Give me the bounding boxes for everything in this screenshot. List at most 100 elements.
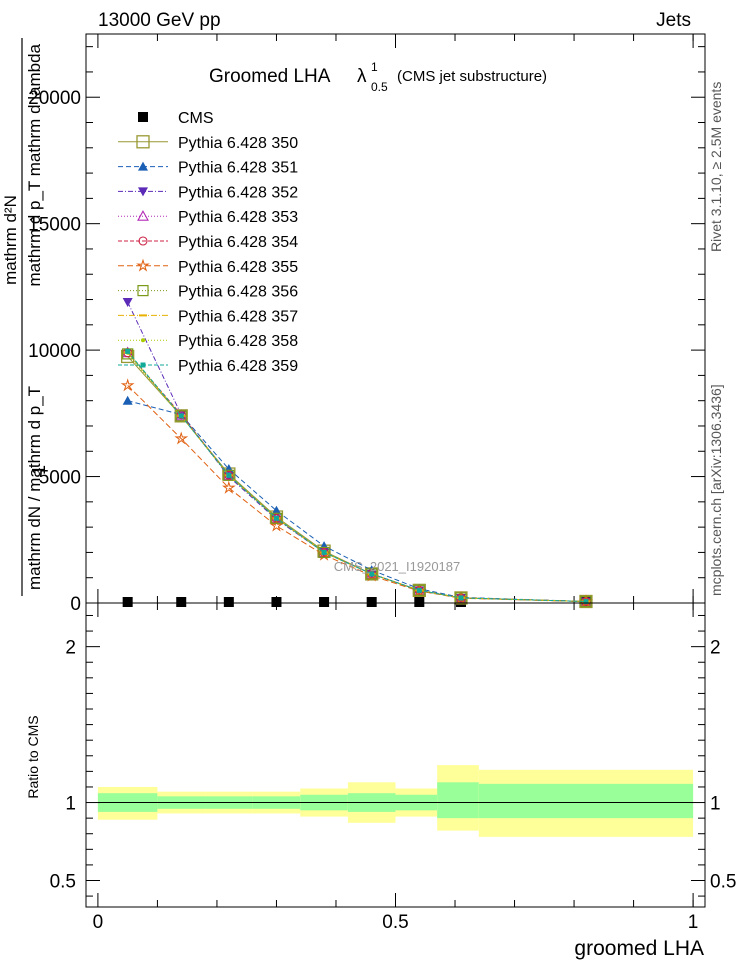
data-point xyxy=(583,598,589,604)
data-point xyxy=(223,469,235,481)
legend-item: CMS xyxy=(138,110,214,127)
legend-item: Pythia 6.428 353 xyxy=(118,209,298,226)
category-label: Jets xyxy=(656,10,691,31)
y-label-fraction-den: mathrm dN / mathrm d p_T xyxy=(25,386,44,590)
series-pythia-6-428-351 xyxy=(122,395,591,606)
data-point xyxy=(122,395,133,405)
ratio-y-label: Ratio to CMS xyxy=(25,715,41,798)
data-point xyxy=(270,512,283,524)
analysis-watermark: CMS_2021_I1920187 xyxy=(334,559,461,574)
y-tick-label: 20000 xyxy=(28,88,81,109)
data-point xyxy=(458,595,464,601)
data-point xyxy=(416,587,422,593)
legend-marker xyxy=(138,187,148,197)
data-point xyxy=(271,597,282,607)
legend-label: Pythia 6.428 355 xyxy=(178,259,298,276)
legend-marker xyxy=(138,112,148,122)
data-point xyxy=(273,515,279,521)
legend-marker xyxy=(141,338,145,343)
ratio-inner-band xyxy=(478,783,694,819)
legend-marker xyxy=(138,161,148,171)
plot-title: Groomed LHA λ 1 0.5 (CMS jet substructur… xyxy=(209,60,547,94)
legend-label: Pythia 6.428 350 xyxy=(178,135,298,152)
main-y-ticks: 0 5000 10000 15000 20000 xyxy=(28,34,705,615)
legend-item: Pythia 6.428 356 xyxy=(118,284,298,301)
legend-label: Pythia 6.428 352 xyxy=(178,184,298,201)
data-point xyxy=(321,549,327,555)
legend-item: Pythia 6.428 355 xyxy=(118,258,298,276)
legend-item: Pythia 6.428 351 xyxy=(118,160,298,177)
ratio-y-tick-label-left: 0.5 xyxy=(50,871,76,892)
title-lambda: λ xyxy=(357,66,367,87)
data-point xyxy=(174,431,189,445)
y-label-bottom: mathrm d p_T mathrm d lambda xyxy=(25,43,44,286)
x-axis-label: groomed LHA xyxy=(574,937,704,960)
data-point xyxy=(175,410,187,422)
y-label-top: mathrm d²N xyxy=(1,195,20,285)
y-label-fraction-num: 1 xyxy=(29,465,49,475)
x-tick-label: 0 xyxy=(93,912,104,933)
data-point xyxy=(120,378,135,392)
title-main: Groomed LHA xyxy=(209,66,331,87)
data-point xyxy=(122,597,133,607)
legend-marker xyxy=(136,135,150,149)
rivet-label: Rivet 3.1.10, ≥ 2.5M events xyxy=(708,82,724,252)
ratio-y-tick-label-left: 1 xyxy=(65,794,76,815)
data-point xyxy=(369,571,375,577)
data-point xyxy=(366,597,377,607)
series-pythia-6-428-359 xyxy=(125,348,589,604)
main-plot-panel: 0 5000 10000 15000 20000 CMS_2021_I1920187 xyxy=(28,33,706,615)
main-series-layer xyxy=(120,298,593,609)
legend-item: Pythia 6.428 359 xyxy=(118,358,298,375)
title-note: (CMS jet substructure) xyxy=(397,68,547,85)
ratio-bands xyxy=(97,765,694,837)
ratio-plot-panel: 0.5 0.5 1 1 2 2 0 0.5 1 Ratio to CMS groomed LHA xyxy=(25,602,736,960)
y-tick-label: 15000 xyxy=(28,215,81,236)
legend-item: Pythia 6.428 354 xyxy=(118,234,298,251)
data-point xyxy=(413,584,425,596)
legend-marker xyxy=(137,285,149,297)
y-tick-label: 0 xyxy=(70,594,81,615)
legend-marker xyxy=(140,362,146,368)
data-point xyxy=(122,298,133,308)
legend-label: CMS xyxy=(178,110,214,127)
legend-label: Pythia 6.428 354 xyxy=(178,234,298,251)
ratio-y-tick-label-right: 2 xyxy=(710,638,721,659)
ratio-ticks: 0.5 0.5 1 1 2 2 0 0.5 1 xyxy=(50,603,736,933)
title-sup: 1 xyxy=(371,60,378,74)
data-point xyxy=(223,597,234,607)
legend-label: Pythia 6.428 356 xyxy=(178,284,298,301)
x-tick-label: 0.5 xyxy=(382,912,408,933)
data-point xyxy=(414,597,425,607)
legend-label: Pythia 6.428 358 xyxy=(178,333,298,350)
ratio-y-tick-label-right: 1 xyxy=(710,794,721,815)
data-point xyxy=(176,597,187,607)
series-cms xyxy=(122,597,591,607)
x-tick-label: 1 xyxy=(688,912,699,933)
y-tick-label: 5000 xyxy=(39,468,81,489)
legend: CMS Pythia 6.428 350 Pythia 6.428 351 Pythi… xyxy=(118,110,298,375)
data-point xyxy=(178,413,184,419)
data-point xyxy=(319,597,330,607)
legend-item: Pythia 6.428 358 xyxy=(118,333,298,350)
legend-item: Pythia 6.428 357 xyxy=(118,308,298,325)
data-point xyxy=(366,568,378,580)
energy-label: 13000 GeV pp xyxy=(98,10,221,31)
data-point xyxy=(318,546,330,559)
legend-label: Pythia 6.428 353 xyxy=(178,209,298,226)
y-tick-label: 10000 xyxy=(28,341,81,362)
mcplots-label: mcplots.cern.ch [arXiv:1306.3436] xyxy=(708,384,724,596)
legend-label: Pythia 6.428 351 xyxy=(178,160,298,177)
legend-label: Pythia 6.428 359 xyxy=(178,358,298,375)
y-axis-label: 1 mathrm dN / mathrm d p_T mathrm d²N ma… xyxy=(1,38,49,596)
data-point xyxy=(271,505,282,515)
data-point xyxy=(269,518,284,532)
legend-item: Pythia 6.428 352 xyxy=(118,184,298,201)
ratio-inner-band xyxy=(437,782,479,819)
legend-label: Pythia 6.428 357 xyxy=(178,308,298,325)
ratio-y-tick-label-right: 0.5 xyxy=(710,871,736,892)
title-sub: 0.5 xyxy=(371,80,388,94)
ratio-plot-frame xyxy=(85,602,706,908)
legend-marker xyxy=(138,236,148,246)
